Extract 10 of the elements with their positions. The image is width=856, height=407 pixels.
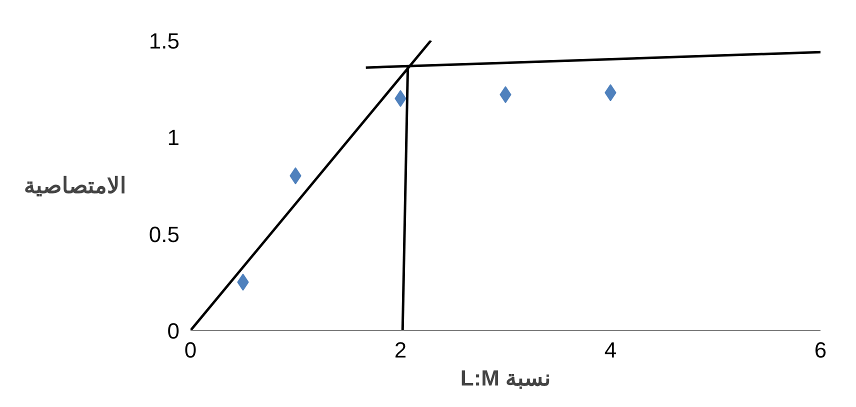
x-tick-label: 4 [604, 338, 617, 362]
y-tick-label: 0.5 [148, 222, 180, 247]
x-tick-label: 6 [814, 338, 827, 362]
y-tick-label: 1 [167, 125, 180, 150]
x-tick-label: 2 [394, 338, 407, 362]
x-axis-title: L:M نسبة [460, 366, 551, 390]
y-tick-label: 0 [167, 318, 180, 344]
y-tick-label: 1.5 [148, 28, 180, 54]
y-axis-title: الامتصاصية [24, 173, 126, 198]
x-tick-label: 0 [184, 338, 197, 362]
